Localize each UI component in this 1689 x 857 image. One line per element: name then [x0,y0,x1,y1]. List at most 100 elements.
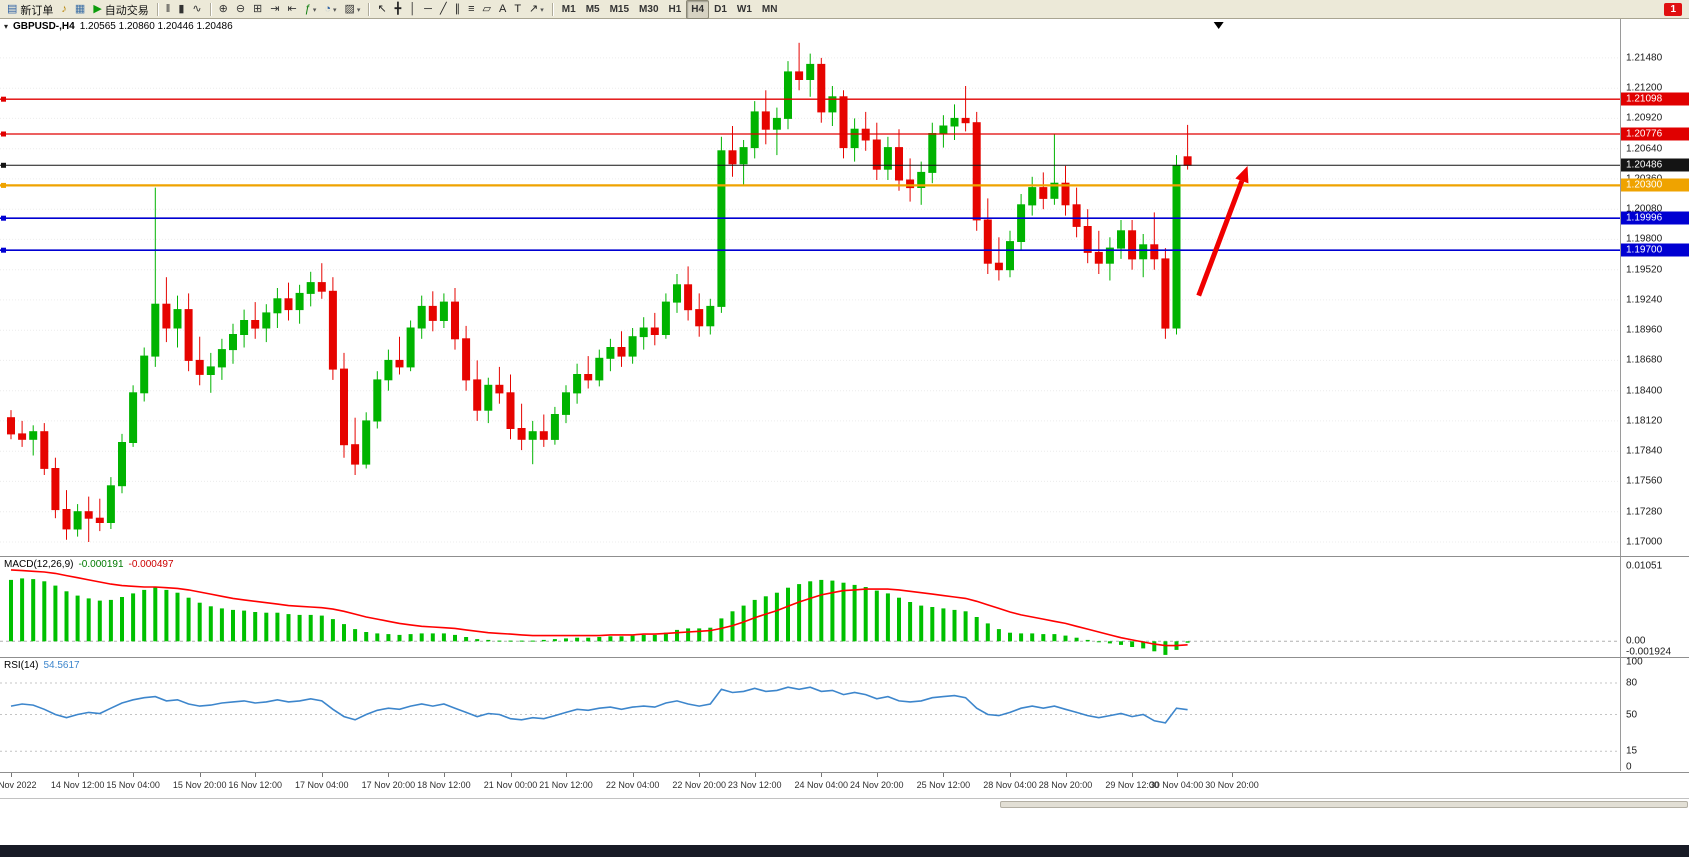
macd-signal-value: -0.000497 [128,559,174,570]
trendline-icon: ╱ [439,3,447,15]
time-axis-label: 28 Nov 04:00 [983,780,1037,790]
draw-buttons-group: ↖ ╋ │ ─ ╱ ∥ ≡ ▱ A T ↗ ▾ [373,0,547,19]
line-price-tag: 1.20300 [1621,178,1689,192]
price-axis[interactable]: 1.214801.212001.209201.206401.203601.200… [1620,19,1689,556]
time-axis-tick [943,773,945,777]
time-axis-label: 30 Nov 20:00 [1205,780,1259,790]
line-chart-button[interactable]: ∿ [188,0,205,19]
arrows-button[interactable]: ↗ ▾ [525,0,548,19]
time-axis-tick [321,773,323,777]
time-axis-label: 30 Nov 04:00 [1149,780,1204,790]
time-axis-label: 13 Nov 2022 [0,780,37,790]
indicators-icon: ƒ [304,3,311,15]
timeframe-h4-button[interactable]: H4 [686,0,710,19]
tile-windows-button[interactable]: ⊞ [249,0,266,19]
macd-axis-label: 0.00 [1626,635,1646,647]
fibonacci-button[interactable]: ≡ [464,0,478,19]
periods-button[interactable]: ◔ ▾ [320,0,340,19]
trade-buttons-group: ▤ 新订单 ♪ ▦ ▶ 自动交易 [3,0,153,19]
horizontal-scrollbar[interactable] [0,798,1689,808]
rsi-axis-label: 50 [1626,709,1638,720]
zoom-in-icon: ⊕ [218,3,228,15]
time-axis-tick [1065,773,1067,777]
templates-button[interactable]: ▨ ▾ [341,0,365,19]
line-price-tag: 1.19996 [1621,211,1689,225]
macd-pane: MACD(12,26,9) -0.000191 -0.000497 0.0105… [0,557,1689,658]
time-axis-tick [77,773,79,777]
cursor-button[interactable]: ↖ [373,0,390,19]
timeframe-h1-button[interactable]: H1 [668,4,682,15]
macd-chart-canvas[interactable] [0,557,1620,657]
time-axis-label: 21 Nov 00:00 [483,780,538,790]
ohlc-text: 1.20565 1.20860 1.20446 1.20486 [79,21,233,32]
market-watch-button[interactable]: ▦ [71,0,89,19]
timeframe-w1-button[interactable]: W1 [736,4,752,15]
price-axis-label: 1.17000 [1626,536,1663,548]
chevron-down-icon: ▾ [356,6,361,14]
notification-badge[interactable]: 1 [1664,2,1682,16]
scrollbar-slider[interactable] [1000,801,1688,808]
rsi-axis-label: 15 [1626,745,1638,757]
rsi-pane: RSI(14) 54.5617 100 80 50 15 0 [0,657,1689,773]
market-watch-icon: ▦ [74,3,86,15]
crosshair-button[interactable]: ╋ [391,0,406,19]
price-chart-canvas[interactable] [0,19,1620,556]
sound-button[interactable]: ♪ [57,0,71,19]
bar-chart-icon: ‖ [165,3,171,15]
sound-icon: ♪ [61,3,67,15]
trendline-button[interactable]: ╱ [436,0,451,19]
time-axis-label: 17 Nov 04:00 [295,780,349,790]
vertical-line-icon: │ [409,3,417,15]
toolbar-separator [368,2,370,16]
cursor-icon: ↖ [377,3,387,15]
text-button[interactable]: A [495,0,510,19]
channel-button[interactable]: ∥ [451,0,465,19]
indicators-button[interactable]: ƒ ▾ [301,0,321,19]
timeframe-m5-button[interactable]: M5 [585,4,600,15]
rsi-axis[interactable]: 100 80 50 15 0 [1620,657,1689,773]
candlestick-chart-button[interactable]: ▮ [174,0,188,19]
line-price-tag: 1.19700 [1621,243,1689,257]
macd-axis[interactable]: 0.01051 0.00 -0.001924 [1620,557,1689,658]
auto-scroll-button[interactable]: ⇥ [266,0,283,19]
time-axis-tick [699,773,701,777]
time-axis-tick [876,773,878,777]
view-buttons-group: ⊕ ⊖ ⊞ ⇥ ⇤ ƒ ▾ ◔ ▾ ▨ ▾ [215,0,365,19]
zoom-out-button[interactable]: ⊖ [232,0,249,19]
pane-separator[interactable] [0,657,1689,658]
horizontal-line-button[interactable]: ─ [420,0,436,19]
pane-separator[interactable] [0,556,1689,557]
shapes-icon: ▱ [482,3,491,15]
time-axis-tick [443,773,445,777]
timeframe-d1-button[interactable]: D1 [714,4,727,15]
timeframe-m15-button[interactable]: M15 [609,4,630,15]
bar-chart-button[interactable]: ‖ [162,0,175,19]
timeframe-m1-button[interactable]: M1 [561,4,576,15]
time-axis-tick [510,773,512,777]
toolbar-separator [551,2,553,16]
new-order-button[interactable]: ▤ 新订单 [3,0,57,19]
horizontal-line-icon: ─ [424,3,432,15]
tile-windows-icon: ⊞ [253,3,263,15]
shapes-button[interactable]: ▱ [479,0,495,19]
chart-shift-button[interactable]: ⇤ [283,0,300,19]
text-label-button[interactable]: T [510,0,525,19]
timeframe-mn-button[interactable]: MN [761,4,778,15]
collapse-arrow-icon[interactable]: ▾ [4,22,9,31]
vertical-line-button[interactable]: │ [405,0,420,19]
time-axis-label: 22 Nov 04:00 [605,780,660,790]
auto-trading-icon: ▶ [93,3,102,15]
chevron-down-icon: ▾ [333,6,337,14]
time-axis-label: 17 Nov 20:00 [361,780,416,790]
new-order-label: 新订单 [20,4,54,17]
window-bottom-bar [0,845,1689,857]
macd-axis-label: 0.01051 [1626,560,1663,572]
timeframe-m30-button[interactable]: M30 [639,4,659,15]
zoom-in-button[interactable]: ⊕ [215,0,232,19]
rsi-chart-canvas[interactable] [0,658,1620,771]
auto-trading-button[interactable]: ▶ 自动交易 [89,0,152,19]
line-price-tag: 1.20776 [1621,127,1689,141]
time-axis-tick [1132,773,1134,777]
chevron-down-icon: ▾ [312,6,317,14]
